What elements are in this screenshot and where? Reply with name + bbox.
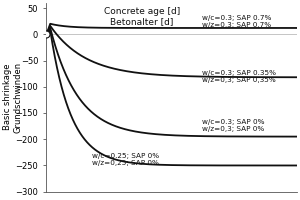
Text: w/c=0.25; SAP 0%
w/z=0,25; SAP 0%: w/c=0.25; SAP 0% w/z=0,25; SAP 0%: [92, 153, 159, 166]
Text: w/c=0.3; SAP 0.35%
w/z=0,3; SAP 0,35%: w/c=0.3; SAP 0.35% w/z=0,3; SAP 0,35%: [202, 70, 276, 83]
Text: Concrete age [d]
Betonalter [d]: Concrete age [d] Betonalter [d]: [103, 7, 180, 26]
Y-axis label: Basic shrinkage
Grundschwinden: Basic shrinkage Grundschwinden: [3, 62, 22, 133]
Text: w/c=0.3; SAP 0%
w/z=0,3; SAP 0%: w/c=0.3; SAP 0% w/z=0,3; SAP 0%: [202, 119, 264, 132]
Text: w/c=0.3; SAP 0.7%
w/z=0,3; SAP 0,7%: w/c=0.3; SAP 0.7% w/z=0,3; SAP 0,7%: [202, 15, 271, 28]
